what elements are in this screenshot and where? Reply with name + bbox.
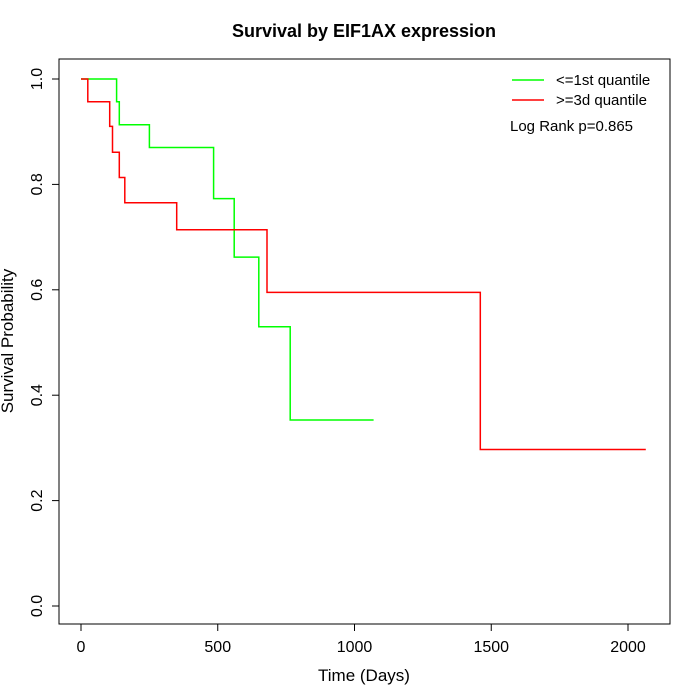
x-tick-label: 500 — [204, 639, 231, 656]
series-line-2 — [81, 78, 646, 451]
y-axis: 0.0 0.2 0.4 0.6 0.8 1.0 — [29, 68, 60, 617]
plot-frame — [58, 58, 671, 625]
series-layer — [81, 78, 646, 451]
legend-label: >=3d quantile — [556, 92, 647, 109]
x-axis-label: Time (Days) — [318, 666, 410, 685]
log-rank-annotation: Log Rank p=0.865 — [510, 118, 633, 135]
x-tick-label: 0 — [77, 639, 86, 656]
x-tick-label: 1000 — [337, 639, 373, 656]
y-tick-label: 0.4 — [29, 384, 46, 406]
series-line-1 — [81, 78, 374, 421]
y-tick-label: 0.2 — [29, 489, 46, 511]
x-tick-label: 2000 — [610, 639, 646, 656]
y-tick-label: 1.0 — [29, 68, 46, 90]
y-tick-label: 0.0 — [29, 595, 46, 617]
legend: <=1st quantile >=3d quantile — [512, 72, 650, 109]
y-tick-label: 0.8 — [29, 173, 46, 195]
chart-title: Survival by EIF1AX expression — [232, 21, 496, 41]
y-tick-label: 0.6 — [29, 279, 46, 301]
x-tick-label: 1500 — [473, 639, 509, 656]
legend-label: <=1st quantile — [556, 72, 650, 89]
y-axis-label: Survival Probability — [0, 268, 17, 413]
x-axis: 0 500 1000 1500 2000 — [77, 623, 646, 656]
